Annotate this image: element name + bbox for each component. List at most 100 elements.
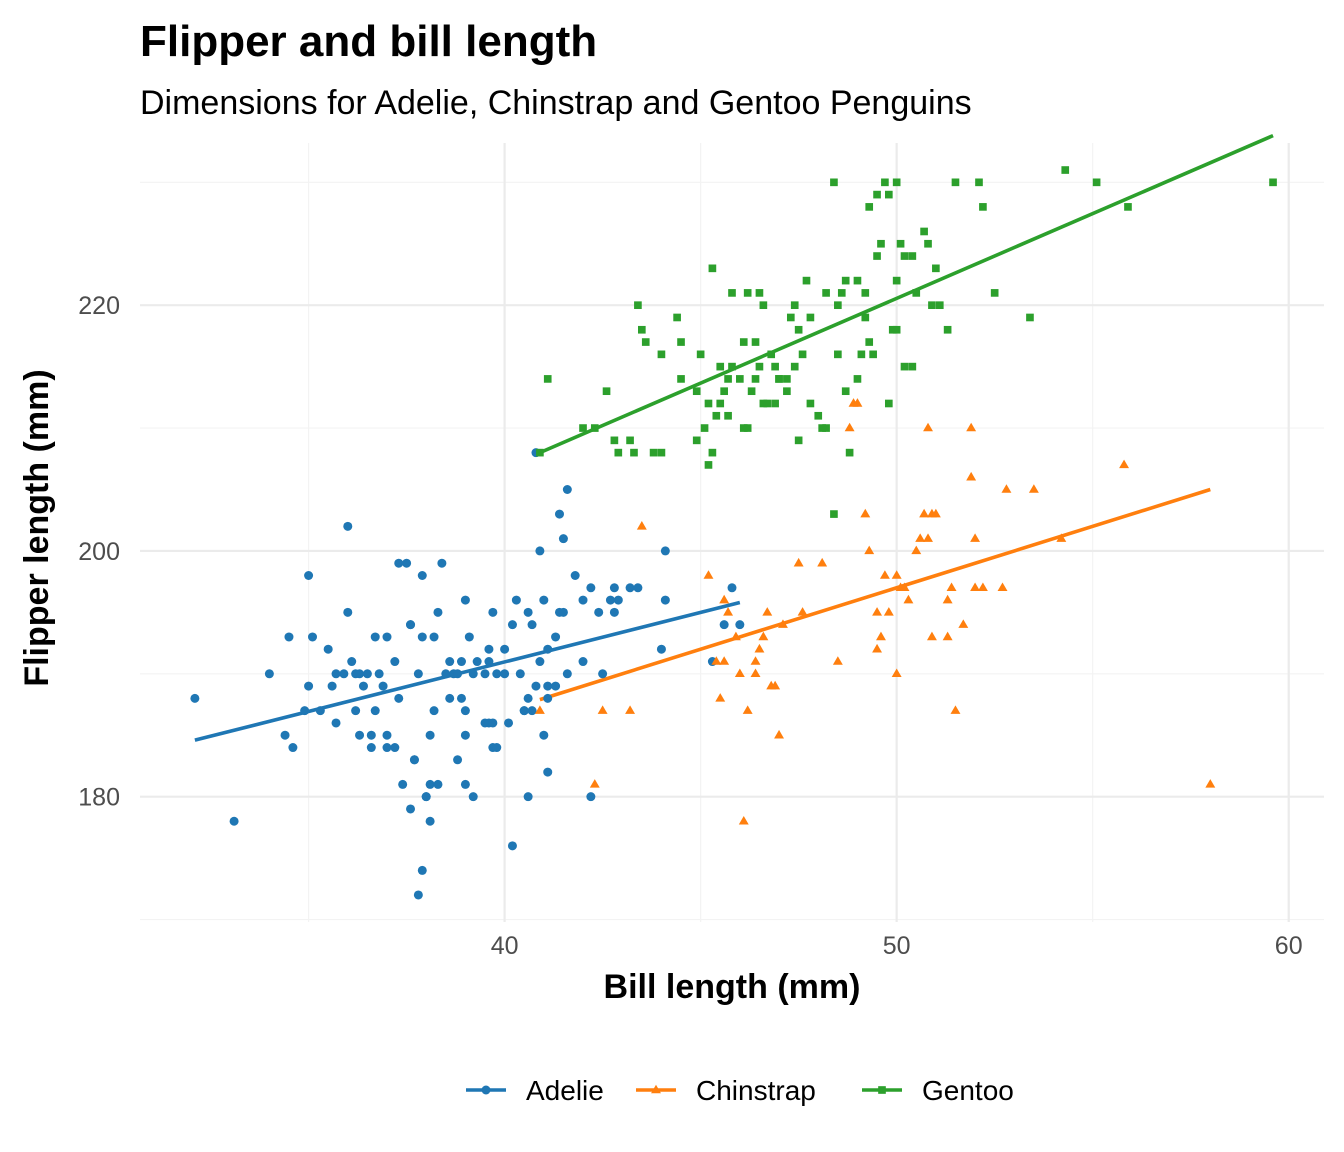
adelie-point (304, 681, 314, 691)
gentoo-point (865, 338, 874, 346)
gentoo-point (543, 375, 552, 383)
chinstrap-point (719, 594, 730, 604)
gentoo-point (845, 448, 854, 457)
gentoo-point (802, 276, 811, 285)
chinstrap-point (778, 619, 788, 628)
gentoo-point (626, 436, 634, 445)
chinstrap-point (711, 656, 722, 665)
gentoo-point (767, 350, 776, 359)
chinstrap-point (1028, 484, 1039, 493)
gentoo-point (716, 399, 725, 408)
gentoo-point (775, 375, 783, 383)
gentoo-point (834, 350, 842, 359)
adelie-point (551, 681, 561, 691)
gentoo-point (853, 375, 862, 383)
gentoo-point (704, 461, 713, 469)
gentoo-point (908, 362, 917, 371)
adelie-point (366, 743, 376, 753)
adelie-point (425, 779, 435, 789)
adelie-point (735, 620, 745, 630)
legend-key-marker (481, 1085, 491, 1095)
adelie-point (484, 644, 494, 654)
gentoo-point (841, 276, 850, 285)
gentoo-point (873, 252, 881, 260)
gentoo-point (728, 362, 736, 371)
adelie-point (523, 693, 533, 703)
chinstrap-point (966, 422, 977, 432)
chinstrap-point (891, 668, 902, 678)
adelie-point (488, 607, 498, 617)
adelie-point (719, 620, 729, 630)
adelie-point (488, 718, 498, 728)
adelie-point (445, 693, 455, 703)
adelie-point (300, 706, 310, 716)
adelie-point (562, 669, 572, 679)
adelie-point (304, 571, 314, 581)
chinstrap-point (946, 582, 957, 592)
adelie-point (535, 657, 545, 667)
trend-lines (194, 133, 1274, 742)
adelie-point (413, 890, 423, 900)
gentoo-point (743, 289, 752, 297)
gentoo-point (935, 301, 944, 310)
chinstrap-point (903, 594, 914, 604)
adelie-point (453, 755, 463, 765)
chinstrap-point (1056, 533, 1067, 542)
legend-key-marker (878, 1086, 886, 1094)
adelie-point (456, 693, 466, 703)
gentoo-point (739, 338, 748, 346)
adelie-point (413, 669, 423, 679)
adelie-point (492, 669, 502, 679)
gentoo-point (641, 338, 650, 346)
adelie-point (382, 743, 392, 753)
adelie-point (543, 767, 553, 777)
adelie-point (315, 706, 325, 716)
adelie-point (460, 730, 470, 740)
chinstrap-point (970, 533, 981, 542)
chart-subtitle: Dimensions for Adelie, Chinstrap and Gen… (140, 84, 972, 122)
adelie-point (594, 607, 604, 617)
gentoo-point (708, 448, 717, 457)
adelie-point (288, 743, 298, 753)
adelie-point (468, 669, 478, 679)
legend-item-adelie: Adelie (466, 1075, 604, 1106)
adelie-point (613, 595, 623, 605)
gentoo-point (908, 252, 917, 260)
adelie-point (374, 669, 384, 679)
gentoo-point (794, 436, 803, 445)
gentoo-point (536, 448, 544, 457)
gentoo-point (716, 362, 725, 371)
chinstrap-point (966, 471, 977, 481)
adelie-point (570, 571, 580, 581)
adelie-point (504, 718, 514, 728)
chinstrap-point (534, 705, 545, 714)
chinstrap-point (723, 607, 734, 616)
adelie-trend-line (194, 600, 741, 742)
gentoo-point (771, 362, 779, 371)
y-tick-label: 220 (78, 292, 120, 320)
gentoo-point (751, 338, 760, 346)
gentoo-point (759, 301, 768, 310)
adelie-point (331, 718, 341, 728)
legend-item-chinstrap: Chinstrap (636, 1075, 816, 1106)
adelie-point (480, 669, 490, 679)
y-tick-label: 180 (78, 784, 120, 812)
chinstrap-point (926, 631, 937, 641)
adelie-point (527, 620, 537, 630)
gentoo-point (673, 313, 681, 322)
gentoo-point (692, 387, 701, 396)
adelie-point (539, 730, 549, 740)
gentoo-point (888, 325, 897, 334)
gentoo-point (1092, 178, 1101, 187)
gentoo-point (1269, 178, 1277, 187)
adelie-point (500, 644, 510, 654)
adelie-point (437, 558, 447, 568)
adelie-point (609, 583, 619, 593)
gentoo-point (783, 387, 791, 396)
gentoo-point (614, 448, 623, 457)
adelie-point (358, 681, 368, 691)
adelie-point (229, 816, 239, 826)
gentoo-point (873, 190, 881, 199)
gentoo-point (677, 375, 685, 383)
chinstrap-point (891, 570, 902, 579)
